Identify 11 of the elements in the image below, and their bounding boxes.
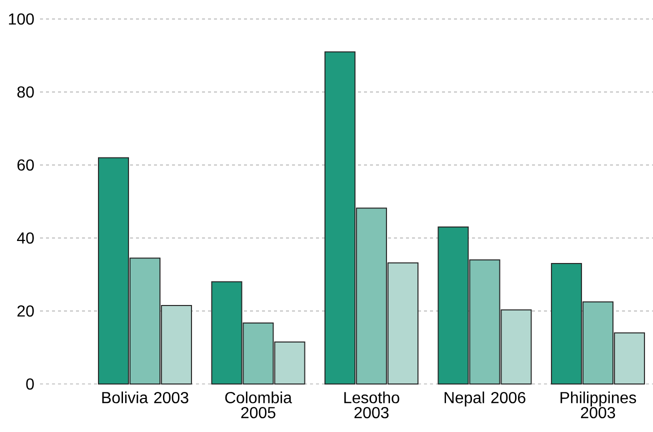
y-tick-label: 40 xyxy=(17,232,34,244)
y-tick-label: 20 xyxy=(17,305,34,317)
x-tick-label: Nepal 2006 xyxy=(444,392,526,406)
y-tick-label: 100 xyxy=(8,13,34,25)
y-tick-label: 0 xyxy=(26,378,34,390)
y-tick-label: 80 xyxy=(17,86,34,98)
x-tick-label: Bolivia 2003 xyxy=(102,392,188,404)
y-tick-label: 60 xyxy=(17,159,34,171)
x-tick-label: Lesotho 2003 xyxy=(344,392,400,418)
x-tick-label: Philippines 2003 xyxy=(560,392,636,418)
x-tick-label: Colombia 2005 xyxy=(225,392,292,418)
